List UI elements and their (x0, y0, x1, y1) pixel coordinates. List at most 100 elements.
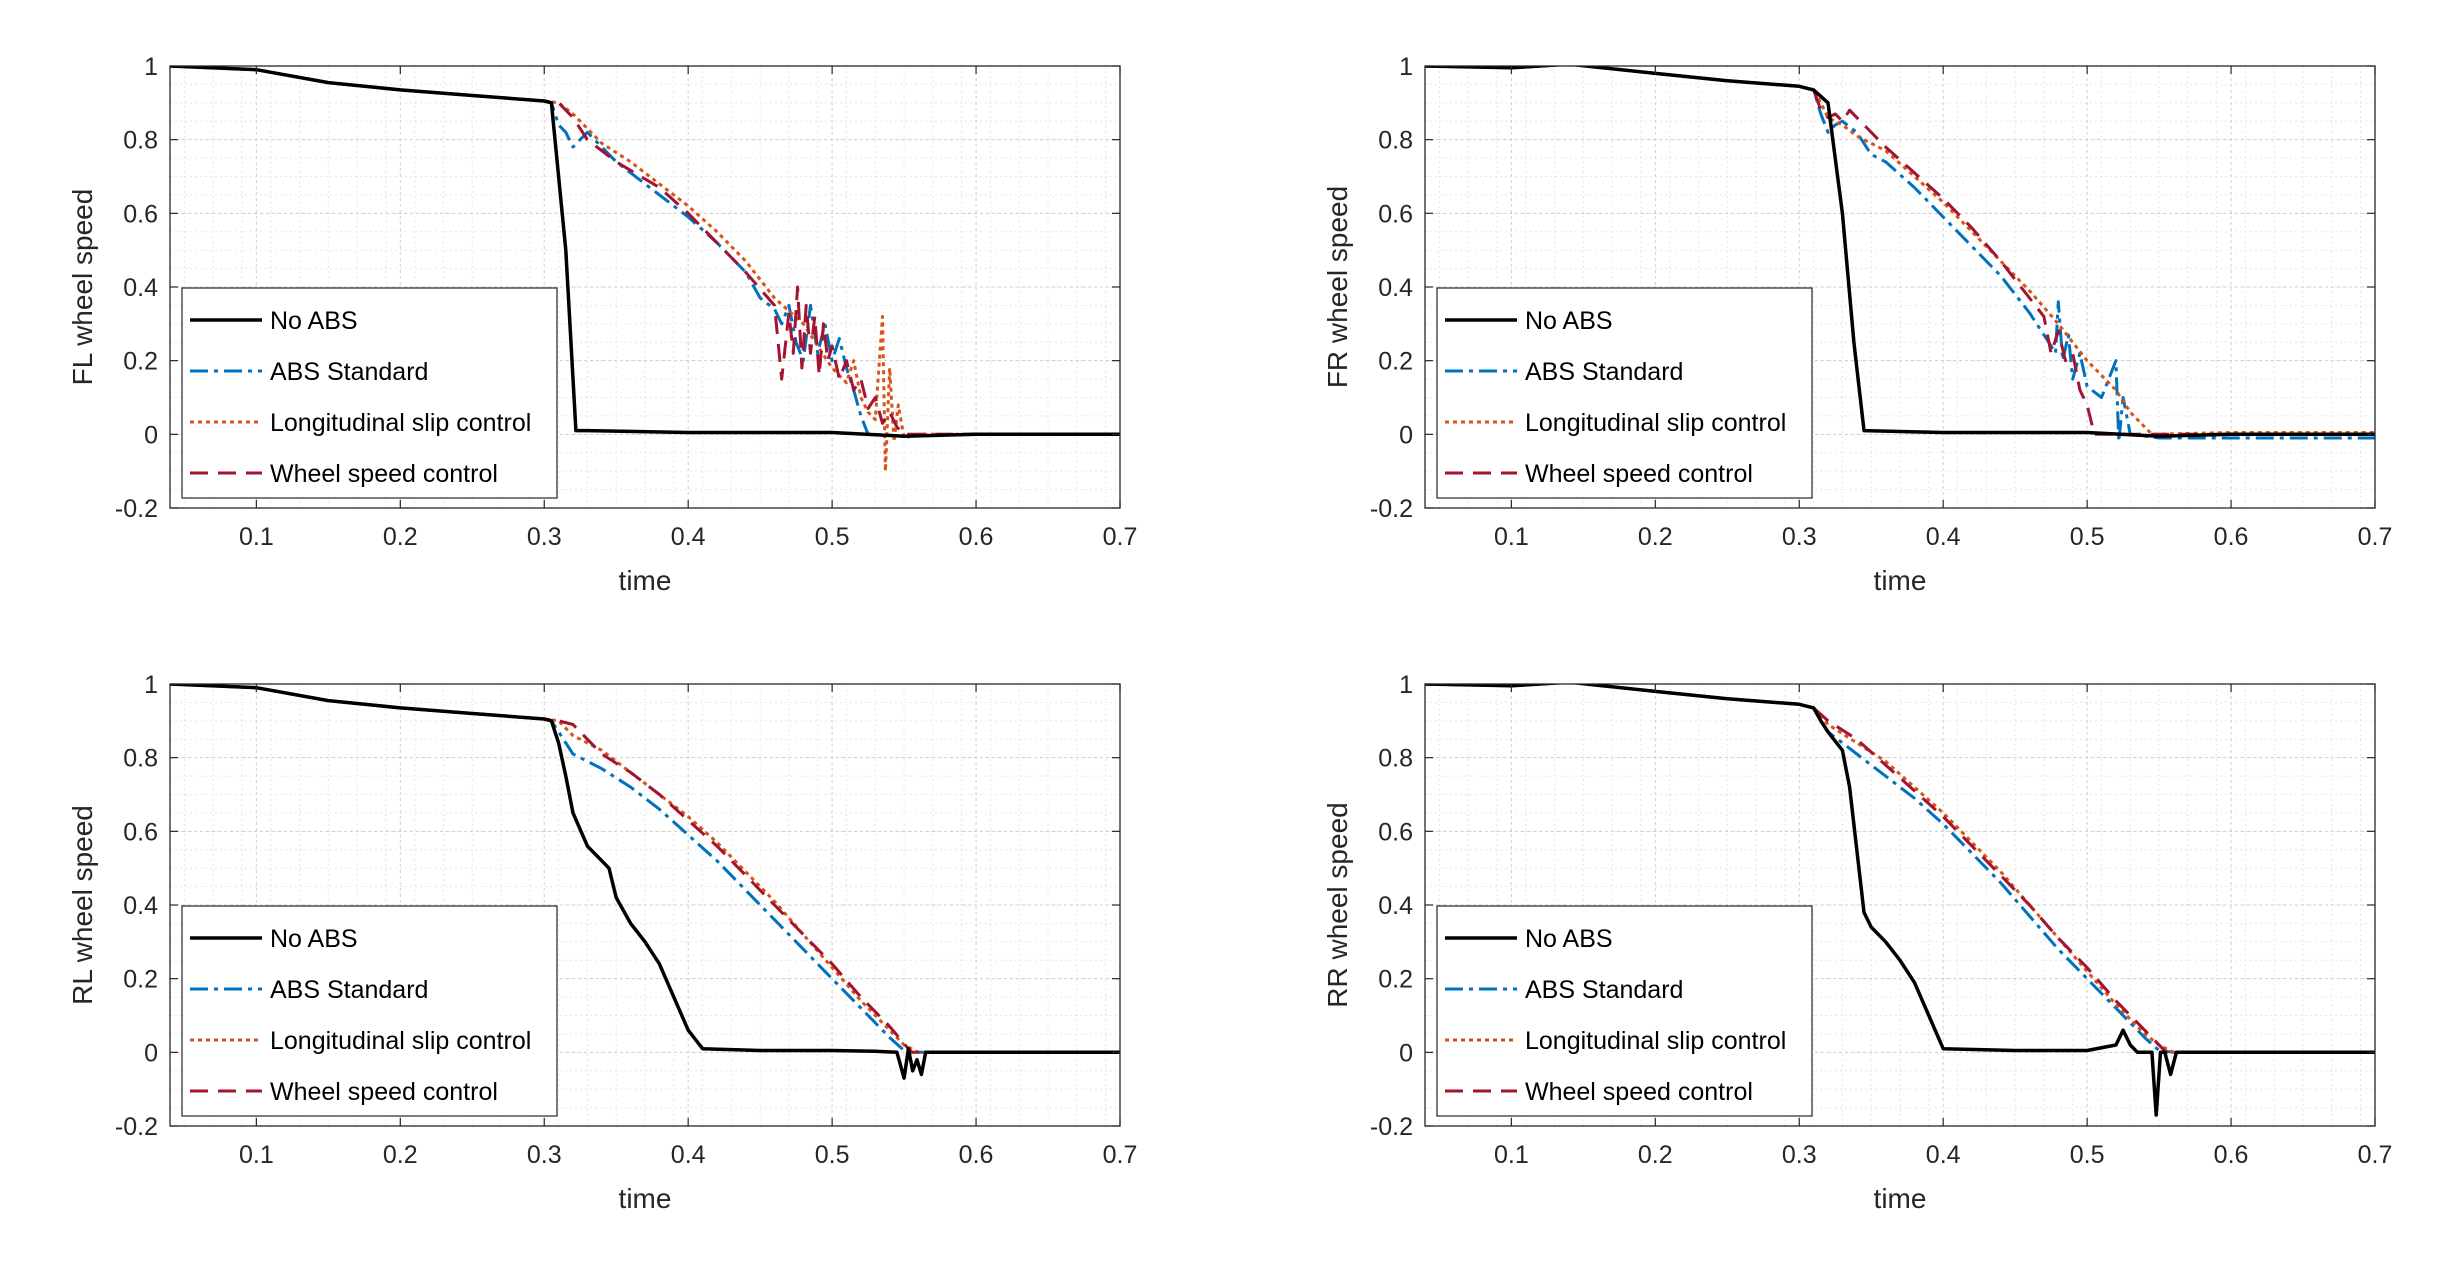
x-tick-label: 0.6 (959, 523, 994, 551)
y-tick-label: 0 (144, 1039, 158, 1067)
chart-fl: 0.1 0.2 0.3 0.4 0.5 0.6 0.7 -0.2 0 0.2 0.4 0.6 0.8 1 t… (67, 53, 1137, 596)
y-tick-label: 1 (1399, 671, 1413, 699)
chart-rr: 0.1 0.2 0.3 0.4 0.5 0.6 0.7 -0.2 0 0.2 0.4 0.6 0.8 1 t… (1322, 671, 2392, 1214)
y-tick-label: 1 (144, 671, 158, 699)
y-tick-label: 0.4 (123, 274, 158, 302)
y-tick-label: 0.6 (1378, 200, 1413, 228)
x-tick-label: 0.3 (527, 523, 562, 551)
y-tick-label: -0.2 (115, 495, 158, 523)
x-tick-label: 0.7 (1103, 523, 1138, 551)
legend-label-slip: Longitudinal slip control (270, 409, 531, 437)
y-tick-label: 0.4 (1378, 274, 1413, 302)
legend: No ABS ABS Standard Longitudinal slip cont… (1436, 287, 1813, 499)
x-tick-label: 0.1 (1494, 523, 1529, 551)
series-line-noabs (170, 684, 1120, 1080)
x-tick-label: 0.5 (2070, 1141, 2105, 1169)
y-tick-label: 0.2 (1378, 966, 1413, 994)
tick-marks (170, 65, 1121, 509)
y-tick-label: 0.2 (1378, 348, 1413, 376)
x-tick-label: 0.1 (239, 1141, 274, 1169)
y-tick-label: 0 (1399, 421, 1413, 449)
x-tick-label: 0.2 (1638, 1141, 1673, 1169)
x-tick-label: 0.2 (1638, 523, 1673, 551)
legend-label-slip: Longitudinal slip control (1525, 409, 1786, 437)
y-tick-label: 0.8 (123, 127, 158, 155)
y-tick-label: 0.8 (1378, 745, 1413, 773)
legend-label-wsc: Wheel speed control (1525, 460, 1753, 488)
series-line-abs (170, 684, 1120, 1054)
x-tick-label: 0.1 (1494, 1141, 1529, 1169)
legend-label-noabs: No ABS (270, 307, 358, 335)
x-tick-label: 0.7 (2358, 1141, 2393, 1169)
legend-label-abs: ABS Standard (1525, 358, 1683, 386)
x-tick-label: 0.4 (671, 1141, 706, 1169)
x-tick-label: 0.4 (1926, 523, 1961, 551)
y-tick-label: 0 (144, 421, 158, 449)
tick-marks (170, 683, 1121, 1127)
legend-box (1436, 905, 1813, 1117)
y-tick-label: 0.8 (1378, 127, 1413, 155)
series-line-noabs (1425, 66, 2375, 438)
legend-label-wsc: Wheel speed control (270, 1078, 498, 1106)
y-tick-label: 0.6 (123, 200, 158, 228)
x-axis-label: time (1874, 1183, 1927, 1214)
series-line-noabs (1425, 684, 2375, 1117)
legend: No ABS ABS Standard Longitudinal slip cont… (181, 287, 558, 499)
legend-label-abs: ABS Standard (270, 358, 428, 386)
x-tick-label: 0.3 (1782, 1141, 1817, 1169)
chart-fr: 0.1 0.2 0.3 0.4 0.5 0.6 0.7 -0.2 0 0.2 0.4 0.6 0.8 1 t… (1322, 53, 2392, 596)
y-tick-label: 0.2 (123, 348, 158, 376)
x-tick-label: 0.6 (959, 1141, 994, 1169)
x-tick-label: 0.3 (527, 1141, 562, 1169)
y-tick-label: 1 (144, 53, 158, 81)
tick-marks (1425, 683, 2376, 1127)
y-tick-label: 0.6 (123, 818, 158, 846)
y-axis-label: FL wheel speed (67, 189, 98, 386)
legend-label-wsc: Wheel speed control (1525, 1078, 1753, 1106)
y-axis-label: RR wheel speed (1322, 802, 1353, 1007)
legend-label-abs: ABS Standard (1525, 976, 1683, 1004)
x-tick-label: 0.5 (815, 1141, 850, 1169)
x-tick-label: 0.7 (1103, 1141, 1138, 1169)
y-tick-label: 0 (1399, 1039, 1413, 1067)
x-tick-label: 0.6 (2214, 523, 2249, 551)
legend-label-slip: Longitudinal slip control (1525, 1027, 1786, 1055)
legend-label-wsc: Wheel speed control (270, 460, 498, 488)
y-tick-label: -0.2 (1370, 495, 1413, 523)
y-tick-label: 0.4 (1378, 892, 1413, 920)
y-axis-label: FR wheel speed (1322, 186, 1353, 388)
y-tick-label: 1 (1399, 53, 1413, 81)
x-tick-label: 0.2 (383, 1141, 418, 1169)
legend-box (181, 905, 558, 1117)
legend-label-abs: ABS Standard (270, 976, 428, 1004)
y-tick-label: -0.2 (1370, 1113, 1413, 1141)
x-tick-label: 0.5 (815, 523, 850, 551)
series-line-wsc (170, 66, 1120, 436)
x-tick-label: 0.4 (671, 523, 706, 551)
y-tick-label: 0.6 (1378, 818, 1413, 846)
x-tick-label: 0.7 (2358, 523, 2393, 551)
y-axis-label: RL wheel speed (67, 805, 98, 1005)
tick-marks (1425, 65, 2376, 509)
x-tick-label: 0.1 (239, 523, 274, 551)
y-tick-label: 0.8 (123, 745, 158, 773)
chart-rl: 0.1 0.2 0.3 0.4 0.5 0.6 0.7 -0.2 0 0.2 0.4 0.6 0.8 1 t… (67, 671, 1137, 1214)
legend: No ABS ABS Standard Longitudinal slip cont… (1436, 905, 1813, 1117)
legend-label-noabs: No ABS (1525, 307, 1613, 335)
legend: No ABS ABS Standard Longitudinal slip cont… (181, 905, 558, 1117)
x-axis-label: time (619, 565, 672, 596)
x-tick-label: 0.3 (1782, 523, 1817, 551)
y-tick-label: -0.2 (115, 1113, 158, 1141)
y-tick-label: 0.2 (123, 966, 158, 994)
x-axis-label: time (619, 1183, 672, 1214)
legend-label-noabs: No ABS (1525, 925, 1613, 953)
x-axis-label: time (1874, 565, 1927, 596)
x-tick-label: 0.2 (383, 523, 418, 551)
series-line-noabs (170, 66, 1120, 438)
legend-label-noabs: No ABS (270, 925, 358, 953)
legend-box (1436, 287, 1813, 499)
legend-label-slip: Longitudinal slip control (270, 1027, 531, 1055)
legend-box (181, 287, 558, 499)
x-tick-label: 0.4 (1926, 1141, 1961, 1169)
